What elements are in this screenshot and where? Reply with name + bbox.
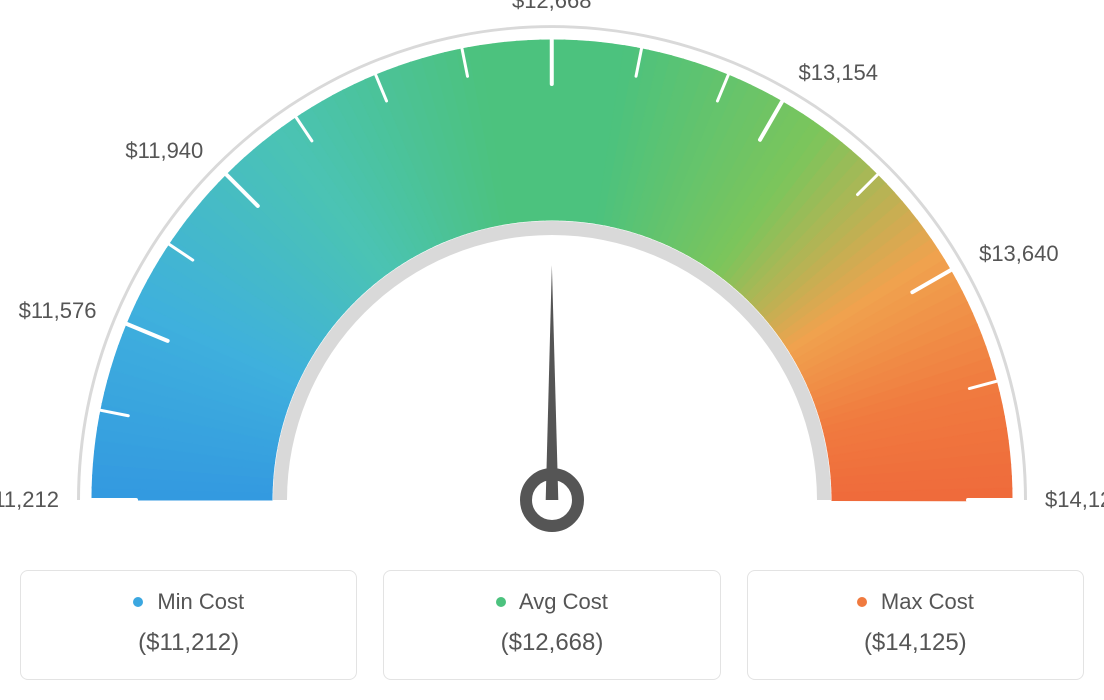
summary-label-min-text: Min Cost <box>157 589 244 614</box>
gauge-chart: $11,212$11,576$11,940$12,668$13,154$13,6… <box>20 20 1084 540</box>
gauge-tick-label: $11,212 <box>0 487 59 513</box>
summary-card-max: Max Cost ($14,125) <box>747 570 1084 680</box>
summary-label-max-text: Max Cost <box>881 589 974 614</box>
dot-max-icon <box>857 597 867 607</box>
gauge-needle <box>546 265 559 500</box>
gauge-tick-label: $13,154 <box>799 60 879 86</box>
gauge-tick-label: $11,940 <box>125 138 203 164</box>
gauge-tick-label: $11,576 <box>19 298 97 324</box>
gauge-svg <box>20 20 1084 540</box>
gauge-tick-label: $14,125 <box>1045 487 1104 513</box>
summary-row: Min Cost ($11,212) Avg Cost ($12,668) Ma… <box>20 570 1084 680</box>
gauge-tick-label: $13,640 <box>979 241 1059 267</box>
dot-min-icon <box>133 597 143 607</box>
summary-label-avg: Avg Cost <box>394 589 709 615</box>
summary-card-min: Min Cost ($11,212) <box>20 570 357 680</box>
summary-card-avg: Avg Cost ($12,668) <box>383 570 720 680</box>
gauge-tick-label: $12,668 <box>512 0 592 14</box>
summary-label-avg-text: Avg Cost <box>519 589 608 614</box>
summary-label-min: Min Cost <box>31 589 346 615</box>
summary-label-max: Max Cost <box>758 589 1073 615</box>
summary-value-avg: ($12,668) <box>394 629 709 657</box>
summary-value-min: ($11,212) <box>31 629 346 657</box>
summary-value-max: ($14,125) <box>758 629 1073 657</box>
dot-avg-icon <box>496 597 506 607</box>
